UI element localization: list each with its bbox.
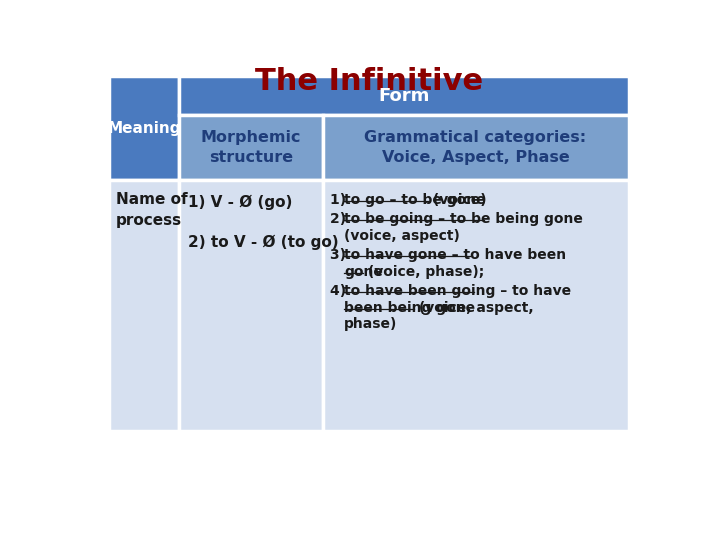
Text: Meaning: Meaning xyxy=(107,121,181,136)
Text: phase): phase) xyxy=(344,318,397,332)
Text: 2) to V - Ø (to go): 2) to V - Ø (to go) xyxy=(189,234,339,249)
Text: to have gone – to have been: to have gone – to have been xyxy=(344,248,567,262)
Text: 4): 4) xyxy=(330,284,351,298)
Text: to go – to be gone: to go – to be gone xyxy=(344,193,486,207)
Text: The Infinitive: The Infinitive xyxy=(255,68,483,96)
Text: gone: gone xyxy=(344,265,383,279)
Bar xyxy=(323,180,629,430)
Text: to have been going – to have: to have been going – to have xyxy=(344,284,572,298)
Text: Morphemic
structure: Morphemic structure xyxy=(201,130,301,165)
Text: to be going – to be being gone: to be going – to be being gone xyxy=(344,212,583,226)
Text: 3): 3) xyxy=(330,248,351,262)
Bar xyxy=(323,115,629,180)
Text: (voice, aspect): (voice, aspect) xyxy=(344,228,460,242)
Text: (voice, phase);: (voice, phase); xyxy=(363,265,484,279)
Bar xyxy=(109,180,179,430)
Text: Form: Form xyxy=(378,86,430,105)
Text: 1): 1) xyxy=(330,193,351,207)
Text: been being gone: been being gone xyxy=(344,301,475,315)
Bar xyxy=(179,115,323,180)
Text: Grammatical categories:
Voice, Aspect, Phase: Grammatical categories: Voice, Aspect, P… xyxy=(364,130,587,165)
Text: Name of
process: Name of process xyxy=(116,192,187,228)
Text: 2): 2) xyxy=(330,212,351,226)
Text: (voice): (voice) xyxy=(428,193,487,207)
Text: 1) V - Ø (go): 1) V - Ø (go) xyxy=(189,194,293,210)
Bar xyxy=(179,76,629,115)
Bar xyxy=(179,180,323,430)
Bar xyxy=(109,76,179,180)
Text: (voice, aspect,: (voice, aspect, xyxy=(414,301,534,315)
